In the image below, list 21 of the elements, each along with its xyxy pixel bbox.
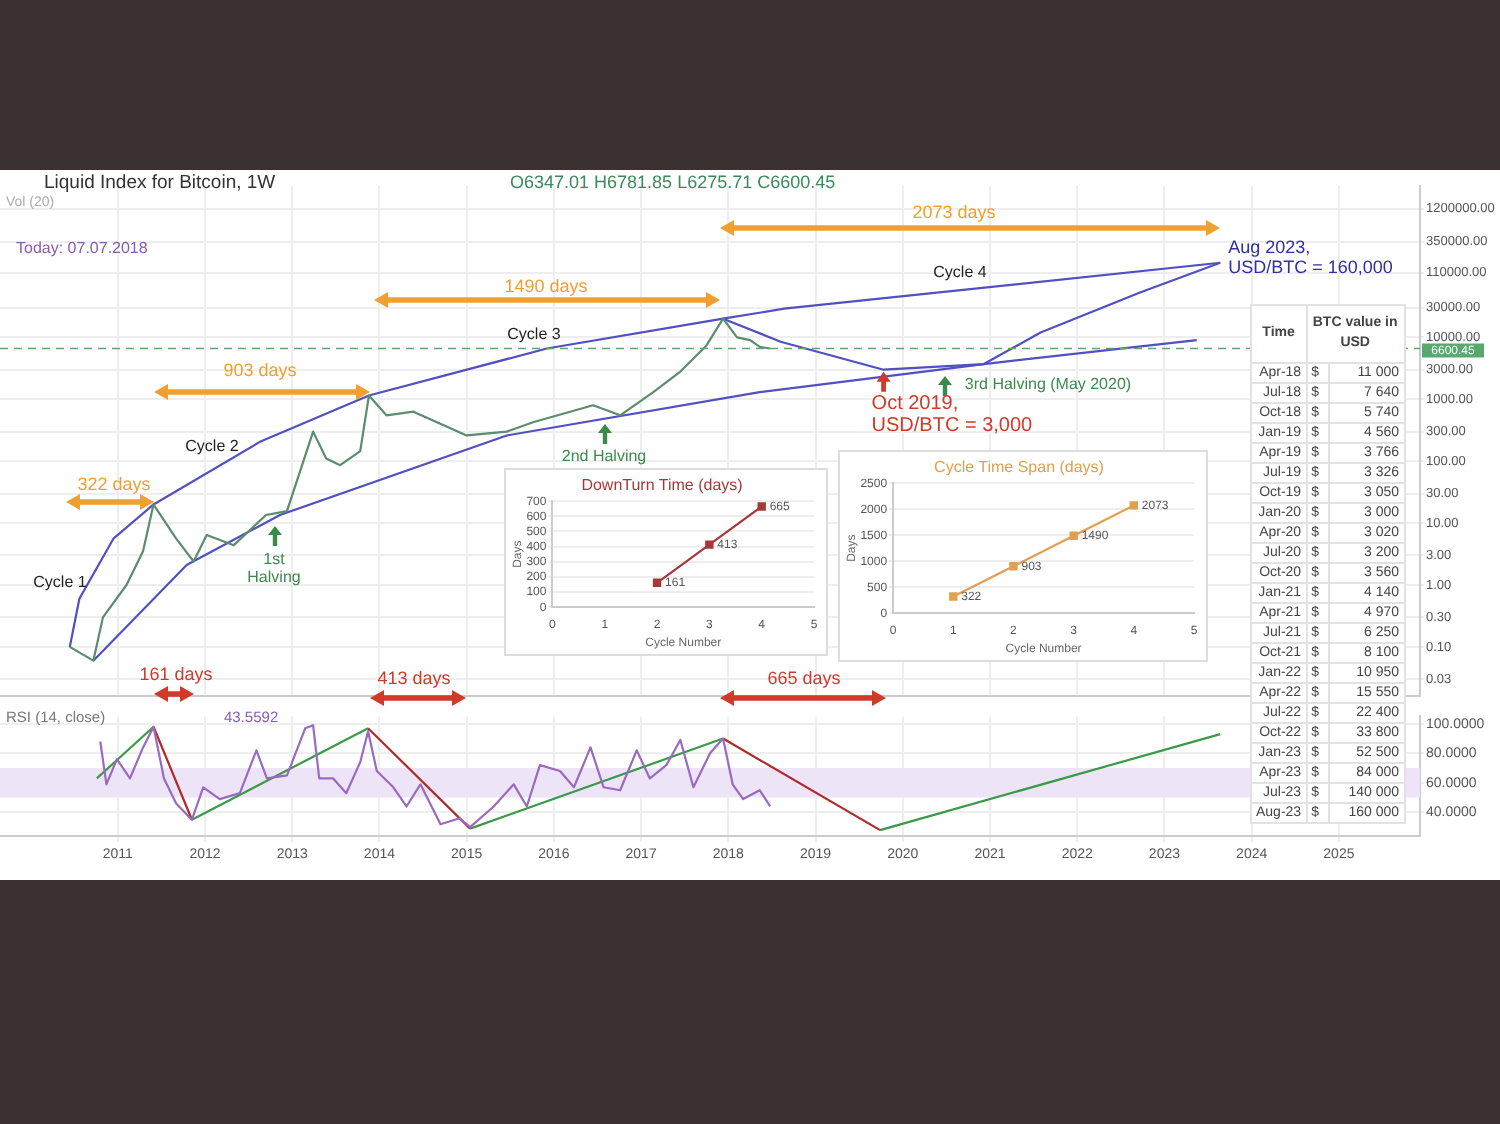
chart-title: Liquid Index for Bitcoin, 1W	[44, 172, 276, 195]
annotation: 1st Halving	[247, 550, 301, 588]
annotation: Cycle 2	[185, 437, 239, 457]
annotation: 322 days	[77, 474, 151, 496]
annotation: 413 days	[377, 668, 451, 690]
annotation: 903 days	[223, 360, 297, 382]
chart-title: DownTurn Time (days)	[581, 476, 744, 495]
annotation: Oct 2019, USD/BTC = 3,000	[871, 393, 1034, 438]
annotation: 3rd Halving (May 2020)	[964, 375, 1132, 395]
annotation: O6347.01 H6781.85 L6275.71 C6600.45	[510, 172, 836, 194]
annotation: 1490 days	[504, 276, 588, 298]
annotation: 665 days	[767, 668, 841, 690]
annotation: 2nd Halving	[561, 447, 647, 467]
annotation: Cycle 4	[933, 263, 987, 283]
annotation: Today: 07.07.2018	[16, 239, 148, 259]
chart-title: Cycle Time Span (days)	[934, 458, 1105, 477]
annotation: 161 days	[139, 664, 213, 686]
annotation: Cycle 3	[507, 325, 561, 345]
annotation: Aug 2023, USD/BTC = 160,000	[1228, 236, 1393, 277]
annotation: 2073 days	[912, 202, 996, 224]
annotation: Cycle 1	[33, 573, 87, 593]
